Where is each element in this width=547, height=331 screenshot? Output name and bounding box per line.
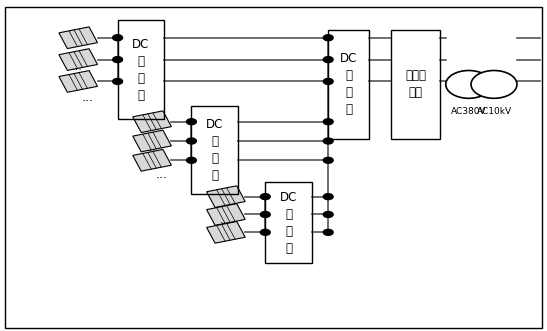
Circle shape bbox=[323, 229, 333, 235]
Polygon shape bbox=[59, 71, 97, 92]
Polygon shape bbox=[59, 49, 97, 71]
Circle shape bbox=[113, 57, 123, 63]
Circle shape bbox=[323, 119, 333, 125]
Circle shape bbox=[323, 35, 333, 41]
Circle shape bbox=[113, 78, 123, 84]
Circle shape bbox=[446, 71, 492, 98]
Polygon shape bbox=[207, 186, 245, 208]
Text: ···: ··· bbox=[155, 172, 167, 185]
Text: AC10kV: AC10kV bbox=[476, 107, 511, 116]
Text: ···: ··· bbox=[72, 66, 83, 75]
Circle shape bbox=[187, 119, 196, 125]
Circle shape bbox=[323, 57, 333, 63]
Polygon shape bbox=[133, 111, 171, 132]
Circle shape bbox=[260, 229, 270, 235]
Polygon shape bbox=[133, 150, 171, 171]
Circle shape bbox=[323, 157, 333, 163]
Bar bbox=[265, 182, 312, 263]
Text: DC
配
电
柜: DC 配 电 柜 bbox=[340, 52, 357, 117]
Polygon shape bbox=[133, 130, 171, 152]
Bar bbox=[391, 30, 440, 139]
Circle shape bbox=[471, 71, 517, 98]
Bar bbox=[118, 20, 164, 119]
Text: 三相逆
变桥: 三相逆 变桥 bbox=[405, 70, 426, 99]
Circle shape bbox=[323, 78, 333, 84]
Polygon shape bbox=[59, 27, 97, 49]
Text: ···: ··· bbox=[82, 95, 94, 108]
Circle shape bbox=[260, 194, 270, 200]
Text: DC
汇
流
箱: DC 汇 流 箱 bbox=[132, 37, 149, 102]
Text: DC
汇
流
箱: DC 汇 流 箱 bbox=[206, 118, 223, 182]
Circle shape bbox=[323, 212, 333, 217]
Circle shape bbox=[187, 138, 196, 144]
Bar bbox=[191, 106, 238, 194]
Text: ···: ··· bbox=[219, 218, 230, 228]
Polygon shape bbox=[207, 204, 245, 225]
Polygon shape bbox=[207, 221, 245, 243]
Circle shape bbox=[260, 212, 270, 217]
Text: DC
汇
流
箱: DC 汇 流 箱 bbox=[280, 191, 297, 255]
Text: AC380V: AC380V bbox=[451, 107, 486, 116]
Circle shape bbox=[187, 157, 196, 163]
Circle shape bbox=[323, 194, 333, 200]
Text: ···: ··· bbox=[146, 146, 156, 156]
Circle shape bbox=[323, 138, 333, 144]
Bar bbox=[328, 30, 369, 139]
Circle shape bbox=[113, 35, 123, 41]
